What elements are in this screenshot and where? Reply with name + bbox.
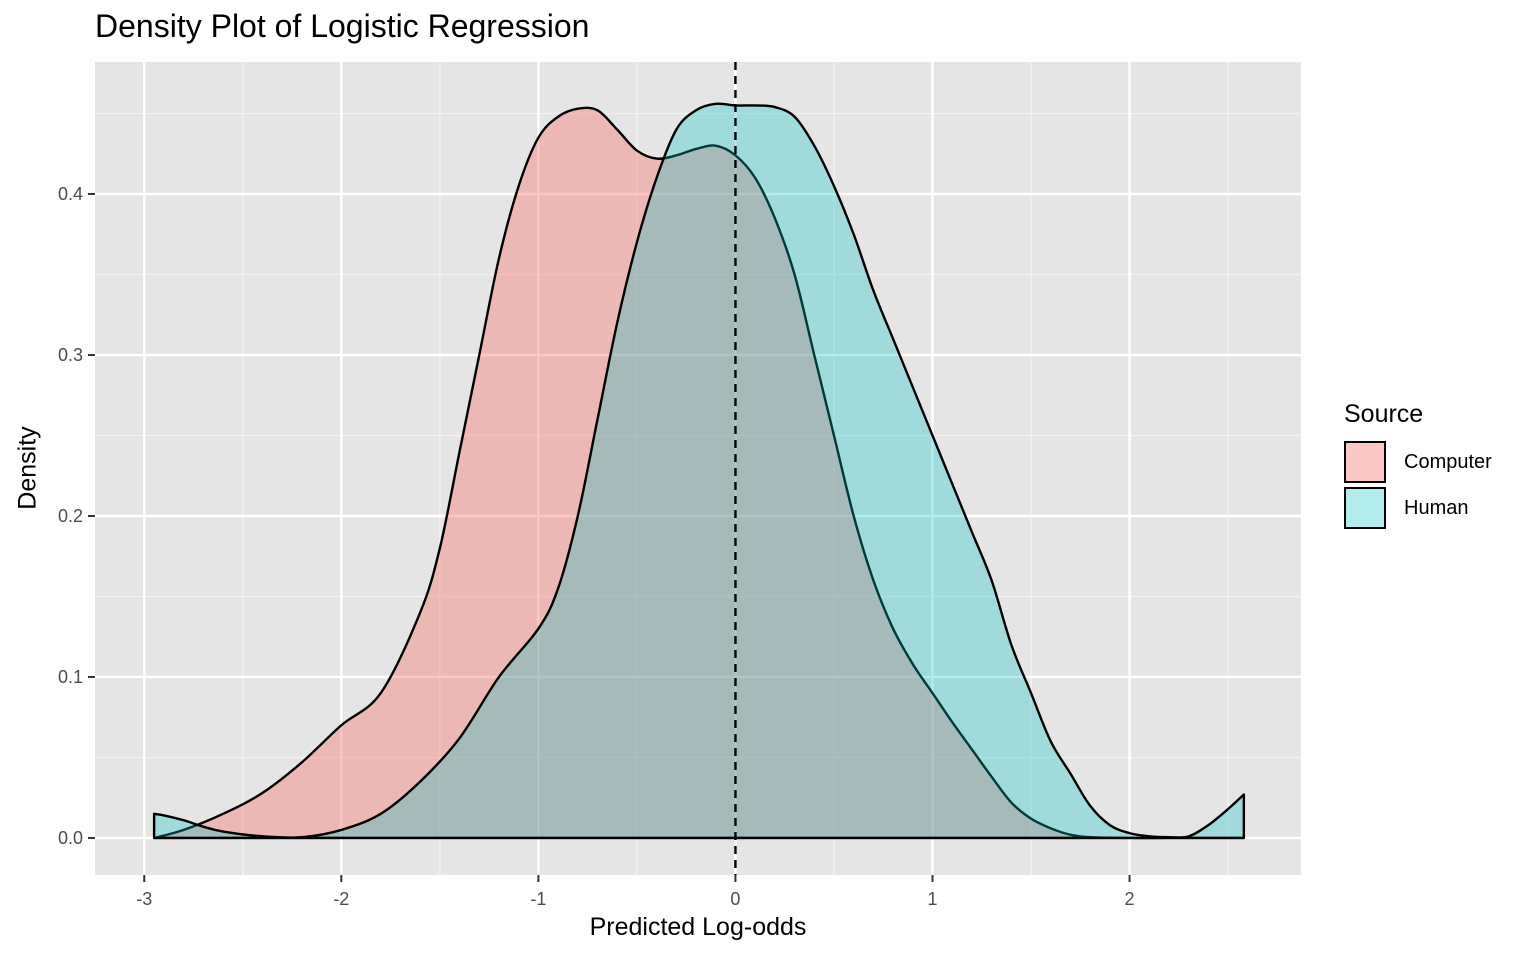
x-tick-label: -1 (530, 889, 546, 909)
legend-title: Source (1344, 400, 1424, 428)
axis-ticks (88, 193, 1131, 882)
y-tick-label: 0.4 (58, 184, 83, 204)
y-axis-title: Density (13, 426, 42, 510)
x-tick-label: 1 (927, 889, 937, 909)
x-axis-title: Predicted Log-odds (589, 913, 807, 941)
density-areas (152, 102, 1246, 840)
y-tick-label: 0.1 (58, 667, 83, 687)
x-tick-label: -2 (333, 889, 349, 909)
x-tick-label: -3 (136, 889, 152, 909)
legend-item-computer: Computer (1344, 439, 1492, 485)
legend-key-computer (1344, 441, 1386, 483)
y-tick-label: 0.2 (58, 506, 83, 526)
legend: Source Computer Human (1344, 400, 1492, 531)
y-tick-label: 0.3 (58, 345, 83, 365)
tick-labels: -3 -2 -1 0 1 2 0.0 0.1 0.2 0.3 0.4 (58, 184, 1135, 909)
density-area-computer (152, 106, 1246, 840)
legend-label-human: Human (1404, 496, 1469, 519)
legend-key-human (1344, 487, 1386, 529)
y-tick-label: 0.0 (58, 828, 83, 848)
legend-label-computer: Computer (1404, 450, 1492, 473)
x-tick-label: 2 (1125, 889, 1135, 909)
minor-gridlines (95, 62, 1301, 875)
plot-panel (95, 62, 1301, 875)
chart-title: Density Plot of Logistic Regression (95, 8, 590, 44)
x-tick-label: 0 (730, 889, 740, 909)
density-area-human (152, 102, 1246, 840)
legend-item-human: Human (1344, 485, 1492, 531)
